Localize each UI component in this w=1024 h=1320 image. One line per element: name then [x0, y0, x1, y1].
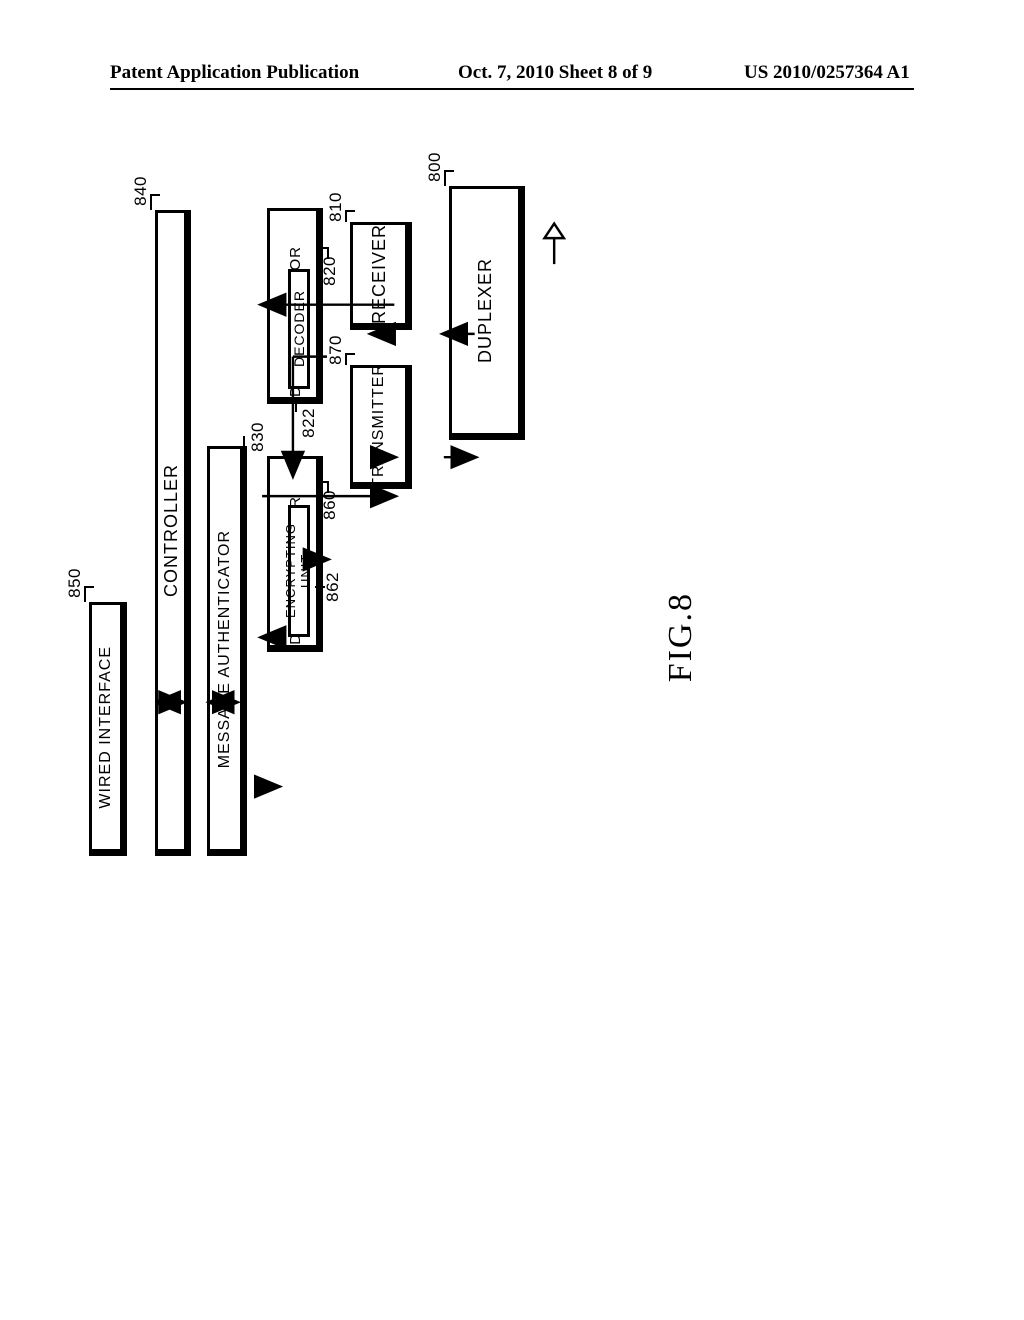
ref-wired: 850 — [65, 568, 85, 598]
block-duplexer: DUPLEXER — [449, 186, 521, 436]
lead-duplexer — [444, 170, 454, 186]
diagram: DUPLEXER 800 RECEIVER 810 TRANSMITTER 87… — [155, 140, 585, 1060]
block-wired-interface: WIRED INTERFACE — [89, 602, 123, 852]
lead-data-generator — [321, 481, 329, 493]
lead-msg-auth — [243, 436, 245, 448]
lead-wired — [84, 586, 94, 602]
block-transmitter: TRANSMITTER — [350, 365, 408, 485]
ref-receiver: 810 — [326, 192, 346, 222]
label-wired-interface: WIRED INTERFACE — [97, 646, 115, 809]
header-rule — [110, 88, 914, 90]
ref-data-generator: 860 — [320, 490, 340, 520]
page: Patent Application Publication Oct. 7, 2… — [0, 0, 1024, 1320]
ref-controller: 840 — [131, 176, 151, 206]
label-duplexer: DUPLEXER — [475, 258, 496, 363]
ref-encrypting: 862 — [323, 572, 343, 602]
block-receiver: RECEIVER — [350, 222, 408, 326]
ref-data-processor: 820 — [320, 256, 340, 286]
lead-transmitter — [345, 353, 355, 365]
label-encrypting-unit: ENCRYPTING UNIT — [284, 508, 314, 634]
header-center: Oct. 7, 2010 Sheet 8 of 9 — [458, 62, 652, 84]
ref-decoder: 822 — [299, 408, 319, 438]
block-encrypting-unit: ENCRYPTING UNIT — [288, 505, 310, 637]
lead-decoder — [295, 400, 297, 412]
ref-duplexer: 800 — [425, 152, 445, 182]
lead-data-processor — [321, 247, 329, 259]
ref-transmitter: 870 — [326, 335, 346, 365]
label-controller: CONTROLLER — [161, 464, 182, 597]
ref-msg-auth: 830 — [248, 422, 268, 452]
block-controller: CONTROLLER — [155, 210, 187, 852]
lead-controller — [150, 194, 160, 210]
block-msg-auth: MESSAGE AUTHENTICATOR — [207, 446, 243, 852]
header-left: Patent Application Publication — [110, 62, 359, 84]
label-transmitter: TRANSMITTER — [370, 363, 388, 488]
label-msg-auth: MESSAGE AUTHENTICATOR — [216, 530, 234, 768]
header-right: US 2010/0257364 A1 — [744, 62, 910, 84]
lead-encrypting — [315, 586, 325, 588]
label-receiver: RECEIVER — [369, 224, 390, 324]
block-data-processor: DATA PROCESSOR DECODER — [267, 208, 319, 400]
block-data-generator: DATA GENERATOR ENCRYPTING UNIT — [267, 456, 319, 648]
figure-caption: FIG.8 — [662, 592, 700, 682]
label-decoder: DECODER — [291, 290, 307, 367]
lead-receiver — [345, 210, 355, 222]
block-decoder: DECODER — [288, 269, 310, 389]
